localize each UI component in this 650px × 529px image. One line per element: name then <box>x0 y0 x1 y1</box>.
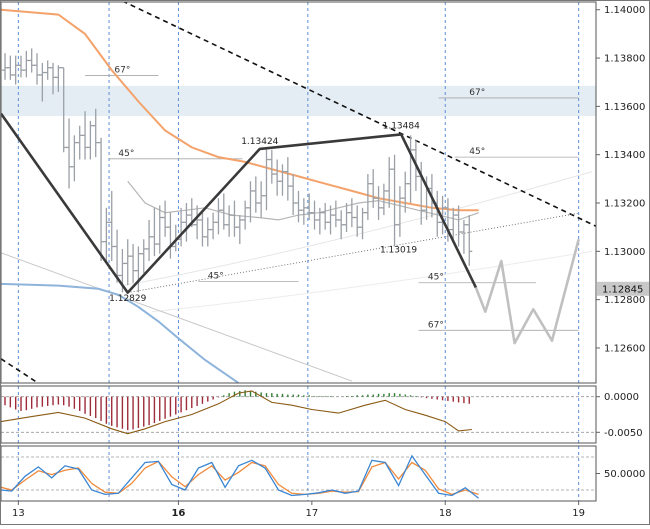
ohlc-bar-87 <box>466 215 473 266</box>
oscillator-panel <box>1 386 596 443</box>
trendline-1 <box>1 358 40 383</box>
stochastic-d-line <box>1 460 479 496</box>
trendline-2 <box>127 212 579 294</box>
stochastic-tick-label-0: 50.0000 <box>604 469 645 480</box>
oscillator-tick-label-0: 0.0000 <box>604 392 639 403</box>
swing-label-0: 1.12829 <box>109 294 146 304</box>
price-tick-label-0: 1.14000 <box>604 5 645 16</box>
guide-curve-1 <box>124 171 593 286</box>
price-tick-label-7: 1.12600 <box>604 343 645 354</box>
stochastic-panel <box>1 446 596 501</box>
time-tick-label-4: 19 <box>572 508 585 519</box>
forecast-path <box>474 238 580 345</box>
price-tick-label-2: 1.13600 <box>604 102 645 113</box>
time-tick-label-1: 16 <box>171 508 185 519</box>
angle-guide-label-2: 45° <box>118 149 134 159</box>
stochastic-k-line <box>1 454 480 499</box>
angle-guide-label-4: 45° <box>208 272 224 282</box>
angle-guide-label-3: 45° <box>469 147 485 157</box>
angle-guide-label-1: 67° <box>469 88 485 98</box>
time-tick-label-2: 17 <box>305 508 318 519</box>
price-tick-label-6: 1.12800 <box>604 295 645 306</box>
swing-label-2: 1.13484 <box>383 122 420 132</box>
current-price-label: 1.12845 <box>602 284 643 295</box>
price-tick-label-5: 1.13000 <box>604 247 645 258</box>
guide-curve-2 <box>151 250 593 313</box>
price-panel: 67° 67° 45° 45° 45° 45° 67° 1.12829 1.13424 1.134… <box>1 2 596 383</box>
resistance-zone <box>1 85 596 117</box>
ma-fast-line <box>127 180 479 221</box>
trendline-3 <box>1 252 353 382</box>
price-tick-label-1: 1.13800 <box>604 54 645 65</box>
price-tick-label-4: 1.13200 <box>604 199 645 210</box>
swing-label-3: 1.13019 <box>380 246 417 256</box>
oscillator-signal-line <box>1 390 472 435</box>
angle-guide-label-5: 45° <box>428 273 444 283</box>
ma-blue-line <box>1 282 240 383</box>
time-tick-label-0: 13 <box>12 508 25 519</box>
ma-orange-line <box>1 8 479 212</box>
angle-guide-label-6: 67° <box>428 320 444 330</box>
time-tick-label-3: 18 <box>439 508 452 519</box>
swing-label-1: 1.13424 <box>241 137 278 147</box>
price-tick-label-3: 1.13400 <box>604 150 645 161</box>
current-price-tag <box>597 281 649 296</box>
angle-guide-label-0: 67° <box>114 65 130 75</box>
oscillator-tick-label-1: -0.0050 <box>604 428 643 439</box>
zigzag-line <box>1 112 478 294</box>
trendline-0 <box>122 2 596 227</box>
